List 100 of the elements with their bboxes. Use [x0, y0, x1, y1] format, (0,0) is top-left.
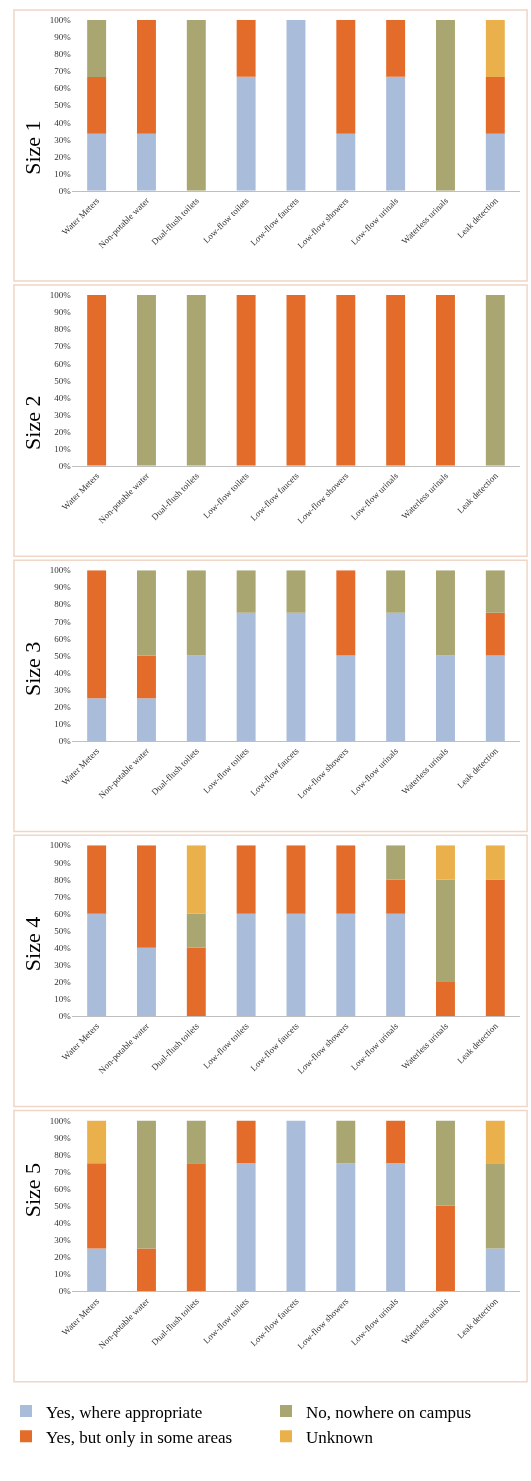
bar: [485, 20, 505, 77]
y-tick-label: 70%: [54, 66, 72, 77]
y-tick-label: 100%: [49, 15, 72, 26]
y-tick-label: 20%: [54, 701, 72, 712]
bar: [436, 570, 455, 656]
bar: [236, 612, 256, 741]
y-tick-label: 70%: [54, 891, 72, 902]
legend-label: Unknown: [306, 1427, 374, 1447]
bar: [386, 913, 406, 1017]
bar: [236, 913, 256, 1017]
bar: [87, 698, 107, 741]
bar: [236, 845, 256, 914]
bar: [186, 947, 206, 1017]
y-tick-label: 60%: [54, 83, 72, 94]
bar: [336, 133, 356, 191]
bar: [186, 19, 206, 191]
y-tick-label: 10%: [54, 1269, 72, 1280]
y-tick-label: 50%: [54, 650, 72, 661]
bar: [286, 845, 306, 914]
bar: [87, 845, 107, 914]
y-tick-label: 90%: [54, 32, 72, 43]
bar: [87, 76, 107, 134]
bar: [485, 1248, 505, 1292]
y-axis-title: Size 1: [20, 120, 46, 175]
y-tick-label: 50%: [54, 1200, 72, 1211]
bar: [386, 76, 406, 191]
y-tick-label: 10%: [54, 994, 72, 1005]
y-tick-label: 40%: [54, 942, 72, 953]
bar: [436, 655, 455, 741]
bar: [87, 1163, 107, 1249]
bar: [386, 19, 406, 77]
bar: [485, 76, 505, 134]
y-tick-label: 40%: [54, 1218, 72, 1229]
y-tick-label: 20%: [54, 151, 72, 162]
bar: [436, 19, 455, 191]
y-tick-label: 100%: [49, 565, 72, 576]
bar: [286, 612, 306, 741]
bar: [186, 570, 206, 656]
bar: [436, 1120, 455, 1206]
y-tick-label: 80%: [54, 874, 72, 885]
bar: [137, 655, 156, 699]
y-tick-label: 90%: [54, 1132, 72, 1143]
y-tick-label: 0%: [58, 1286, 72, 1297]
bar: [386, 845, 406, 880]
y-tick-label: 30%: [54, 409, 72, 420]
y-axis-title: Size 3: [20, 641, 46, 697]
bar: [137, 698, 156, 741]
legend-label: Yes, where appropriate: [46, 1402, 203, 1422]
bar: [137, 133, 156, 191]
bar: [186, 913, 206, 948]
y-tick-label: 40%: [54, 392, 72, 403]
bar: [386, 1120, 406, 1164]
y-tick-label: 90%: [54, 307, 72, 318]
y-tick-label: 60%: [54, 633, 72, 644]
y-tick-label: 100%: [49, 1115, 72, 1126]
y-tick-label: 10%: [54, 443, 72, 454]
bar: [386, 612, 406, 741]
bar: [336, 570, 356, 656]
legend-label: Yes, but only in some areas: [46, 1427, 233, 1447]
y-tick-label: 80%: [54, 599, 72, 610]
y-tick-label: 60%: [54, 1183, 72, 1194]
bar: [336, 845, 356, 914]
bar: [137, 947, 156, 1017]
bar: [236, 19, 256, 77]
bar: [137, 1248, 156, 1292]
bar: [236, 1163, 256, 1292]
bar: [386, 1163, 406, 1292]
y-tick-label: 30%: [54, 134, 72, 145]
bar: [186, 1163, 206, 1292]
bar: [286, 913, 306, 1017]
bar: [485, 845, 505, 880]
y-tick-label: 60%: [54, 358, 72, 369]
bar: [436, 879, 455, 982]
y-tick-label: 0%: [58, 461, 72, 472]
y-tick-label: 80%: [54, 1149, 72, 1160]
bar: [137, 19, 156, 134]
bar: [436, 845, 455, 880]
bar: [485, 1120, 505, 1164]
bar: [436, 1205, 455, 1292]
y-tick-label: 70%: [54, 341, 72, 352]
bar: [236, 570, 256, 613]
legend-label: No, nowhere on campus: [306, 1402, 472, 1422]
y-tick-label: 50%: [54, 375, 72, 386]
y-tick-label: 20%: [54, 426, 72, 437]
bar: [137, 570, 156, 656]
y-tick-label: 60%: [54, 908, 72, 919]
y-axis-title: Size 5: [19, 1162, 45, 1218]
y-tick-label: 50%: [54, 925, 72, 936]
bar: [87, 1120, 107, 1164]
bar: [186, 1120, 206, 1164]
y-tick-label: 90%: [54, 582, 72, 593]
bar: [87, 913, 107, 1017]
bar: [336, 19, 356, 134]
bar: [137, 845, 156, 948]
y-tick-label: 40%: [54, 667, 72, 678]
bar: [485, 655, 505, 741]
y-tick-label: 30%: [54, 1235, 72, 1246]
bar: [485, 133, 505, 191]
bar: [186, 845, 206, 914]
y-tick-label: 0%: [58, 185, 72, 196]
